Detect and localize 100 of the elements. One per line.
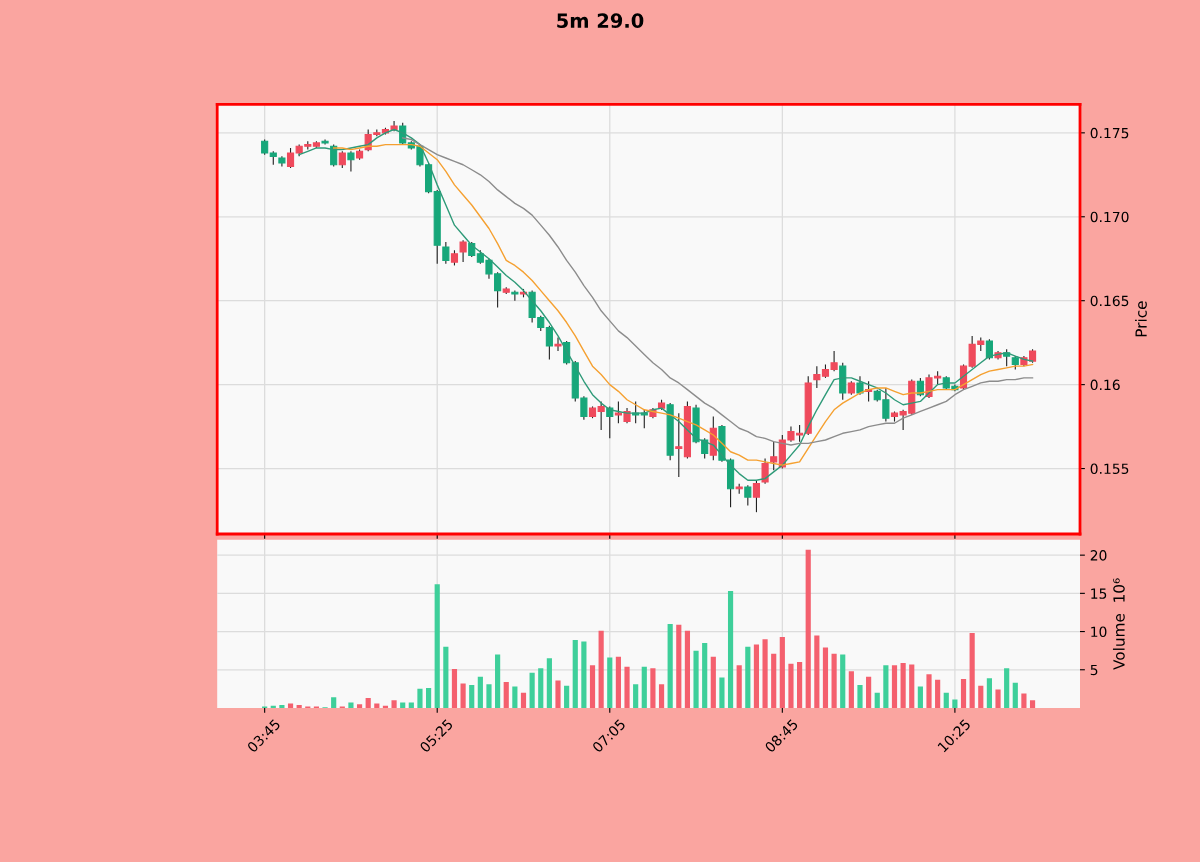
bar: [788, 663, 794, 708]
bar: [1021, 693, 1027, 708]
bar: [762, 639, 768, 708]
bar: [874, 692, 880, 708]
bar: [538, 668, 544, 708]
bar: [840, 654, 846, 708]
bar: [926, 674, 932, 708]
bar: [460, 683, 466, 708]
bar: [883, 665, 889, 708]
bar: [279, 704, 285, 708]
bar: [658, 684, 665, 708]
candlestick: [459, 239, 467, 263]
bar: [650, 668, 656, 708]
bar: [615, 656, 621, 708]
candlestick: [511, 290, 519, 302]
bar: [365, 698, 371, 708]
bar: [969, 633, 975, 708]
bar: [745, 646, 751, 708]
bar: [443, 646, 449, 708]
bar: [426, 688, 432, 708]
bar: [693, 650, 699, 708]
bar: [702, 643, 708, 708]
y-tick-label: 0.175: [1090, 127, 1129, 139]
bar: [1012, 682, 1018, 708]
y-tick-label: 10: [1091, 626, 1107, 638]
y-tick-label: 0.155: [1090, 463, 1129, 475]
bar: [753, 644, 760, 708]
bar: [805, 549, 811, 708]
bar: [598, 630, 604, 708]
candlestick: [856, 375, 864, 396]
y-tick-label: 0.16: [1090, 379, 1120, 391]
bar: [477, 676, 483, 708]
candlestick: [761, 457, 769, 485]
bar: [771, 653, 777, 708]
bar: [348, 702, 354, 708]
bar: [917, 686, 923, 708]
bar: [641, 666, 647, 708]
candlestick: [545, 325, 553, 360]
line-series: [402, 137, 1034, 446]
bar: [952, 699, 958, 708]
bar: [589, 665, 596, 708]
bar: [935, 679, 941, 708]
bar: [374, 703, 380, 708]
bar: [710, 656, 716, 708]
bar: [667, 623, 673, 708]
candlestick: [442, 241, 450, 265]
bar: [943, 692, 949, 708]
bar: [624, 666, 630, 708]
candlestick: [744, 484, 752, 507]
candlestick: [675, 412, 683, 478]
bar: [891, 665, 898, 708]
bar: [995, 689, 1001, 708]
bar: [866, 676, 872, 708]
bar: [391, 700, 397, 708]
bar: [909, 664, 915, 708]
bar: [822, 647, 829, 708]
bar: [848, 671, 854, 708]
candlestick: [985, 338, 993, 360]
bar: [727, 591, 734, 708]
bar: [451, 668, 458, 708]
y-tick-label: 0.165: [1090, 295, 1129, 307]
bar: [978, 685, 984, 708]
bar: [900, 662, 906, 708]
bar: [857, 685, 863, 708]
bar: [581, 641, 587, 708]
bar: [986, 678, 992, 708]
bar: [676, 624, 682, 708]
bar: [434, 584, 440, 708]
candlestick: [347, 150, 355, 172]
bar: [1004, 668, 1010, 708]
bar: [495, 654, 501, 708]
bar: [797, 662, 803, 708]
bar: [417, 688, 423, 708]
bar: [331, 697, 337, 708]
bar: [520, 692, 527, 708]
bar: [633, 684, 639, 708]
bar: [296, 704, 302, 708]
candlestick: [554, 337, 562, 352]
candlestick: [770, 441, 778, 471]
bar: [546, 658, 552, 708]
y-axis-title: Volume 10⁶: [1112, 578, 1125, 670]
bar: [555, 680, 561, 708]
bar: [814, 635, 820, 708]
bar: [356, 704, 363, 708]
y-tick-label: 0.170: [1090, 211, 1129, 223]
bar: [607, 657, 613, 708]
candlestick: [752, 479, 761, 513]
bar: [469, 685, 475, 708]
bar: [503, 681, 509, 708]
bar: [512, 686, 518, 708]
bar: [287, 703, 294, 708]
bar: [960, 678, 967, 708]
y-tick-label: 20: [1090, 550, 1107, 561]
bar: [719, 677, 725, 708]
bar: [529, 672, 535, 708]
bar: [831, 653, 837, 708]
bar: [736, 665, 742, 708]
y-tick-label: 15: [1091, 588, 1107, 599]
y-axis-title: Price: [1135, 301, 1147, 337]
chart-title: 5m 29.0: [557, 13, 644, 28]
